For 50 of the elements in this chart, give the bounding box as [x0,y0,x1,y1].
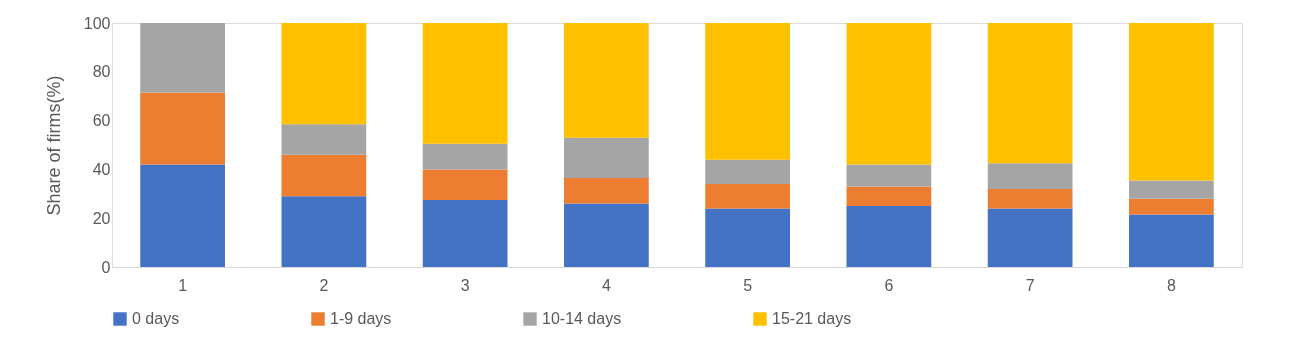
bar [140,164,225,267]
bar [846,206,932,267]
bar [987,163,1073,189]
bar [705,159,790,185]
x-tick-label: 3 [460,276,470,294]
bar [564,177,649,204]
y-tick-label: 100 [83,14,111,32]
bar [281,124,367,155]
bar [422,169,508,200]
bar [846,186,932,206]
legend-label: 1-9 days [330,310,392,327]
bar [1129,23,1214,181]
bar [422,23,508,144]
bar [1129,198,1214,215]
y-tick-label: 60 [92,112,111,130]
bar [1129,180,1214,199]
bar [564,23,649,138]
x-tick-label: 4 [601,276,611,294]
legend-label: 10-14 days [542,310,622,327]
bar [987,208,1073,267]
x-tick-label: 8 [1166,276,1176,294]
legend-label: 0 days [132,310,180,327]
bar [1129,214,1214,267]
bar [281,23,367,125]
bar [987,188,1073,209]
y-tick-label: 80 [92,63,111,81]
bar [422,143,508,170]
bar [564,203,649,267]
x-tick-label: 1 [178,276,188,294]
x-tick-label: 7 [1025,276,1035,294]
y-axis-title: Share of firms(%) [43,75,64,216]
y-tick-label: 40 [92,160,111,178]
bar [281,154,367,197]
bar [846,164,932,187]
bar [987,23,1073,164]
x-tick-label: 5 [743,276,753,294]
bar [705,184,790,209]
bar [846,23,932,165]
x-tick-label: 2 [319,276,329,294]
bar [140,92,225,165]
y-tick-label: 20 [92,209,111,227]
bar [140,23,225,93]
bar [705,23,790,160]
bar [422,199,508,267]
y-tick-label: 0 [101,258,111,276]
bar [564,137,649,178]
bar [705,208,790,267]
x-tick-label: 6 [884,276,894,294]
legend-label: 15-21 days [772,310,852,327]
bar [281,196,367,267]
